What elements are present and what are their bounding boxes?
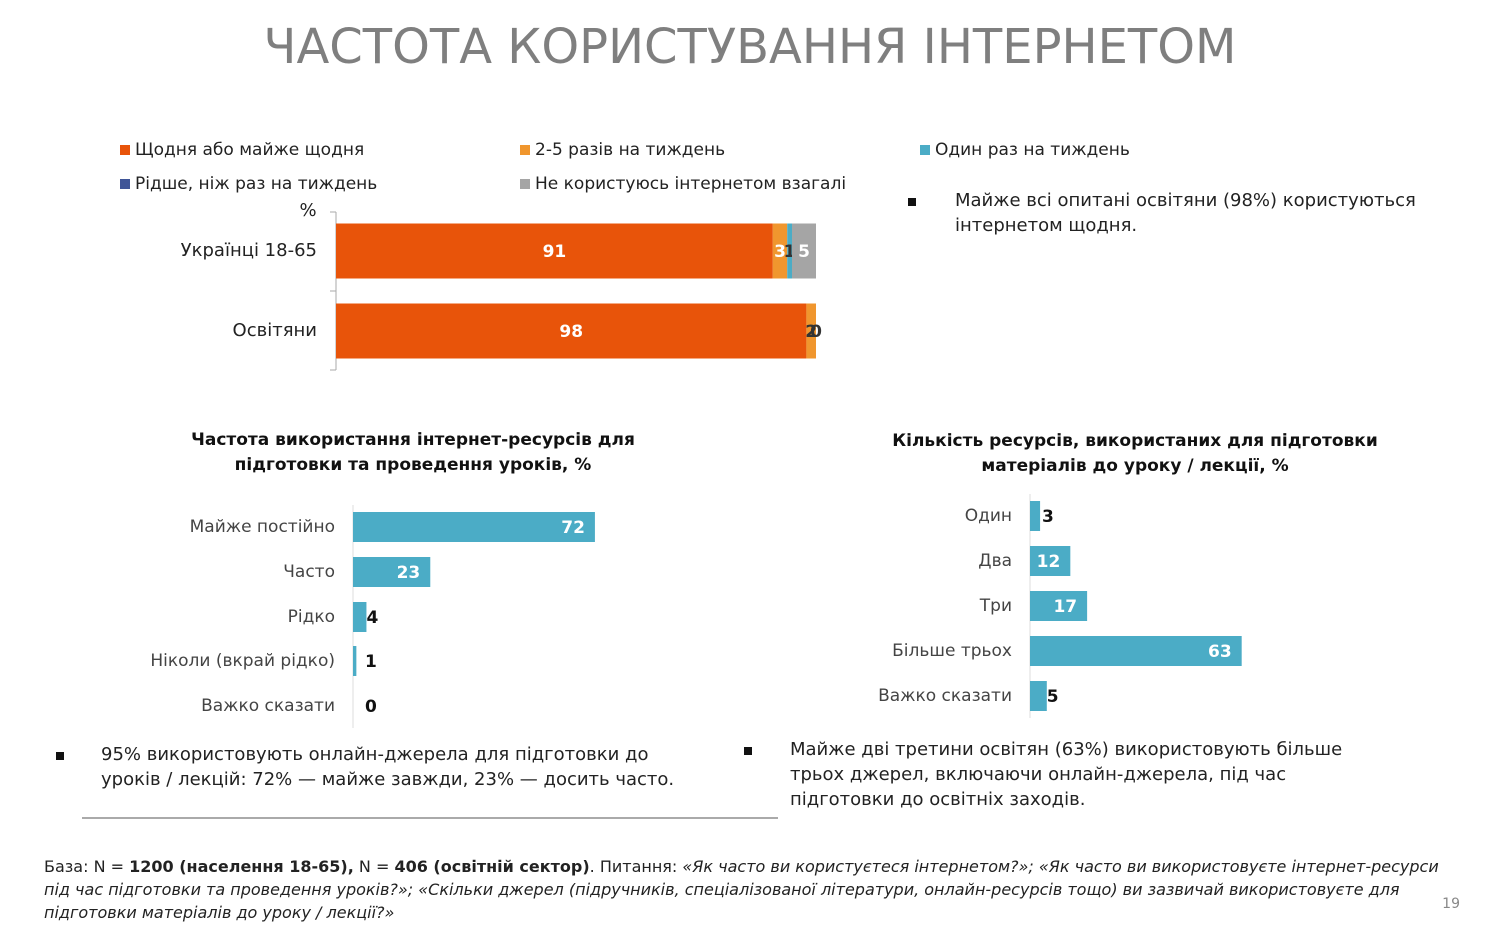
category-label: Важко сказати bbox=[878, 686, 1012, 706]
legend-swatch bbox=[120, 145, 130, 155]
data-label: 98 bbox=[559, 322, 583, 342]
bar-segment bbox=[336, 223, 773, 279]
footnote-text: База: N = bbox=[44, 857, 130, 876]
legend-label: Один раз на тиждень bbox=[935, 140, 1130, 160]
footnote-text: 1200 (населення 18-65), bbox=[129, 857, 354, 876]
bar bbox=[353, 602, 367, 632]
note: Майже всі опитані освітяни (98%) користу… bbox=[955, 190, 1416, 236]
category-label: Ніколи (вкрай рідко) bbox=[150, 651, 335, 671]
note: Майже дві третини освітян (63%) використ… bbox=[790, 739, 1343, 810]
data-label: 23 bbox=[397, 563, 421, 583]
category-label: Освітяни bbox=[233, 320, 317, 341]
category-label: Часто bbox=[283, 562, 335, 582]
bar bbox=[1030, 681, 1047, 711]
data-label: 17 bbox=[1053, 597, 1077, 617]
chart-title: Кількість ресурсів, використаних для під… bbox=[892, 431, 1377, 476]
data-label: 1 bbox=[784, 242, 796, 262]
bar-segment bbox=[792, 223, 816, 279]
category-label: Рідко bbox=[288, 607, 335, 627]
category-label: Більше трьох bbox=[892, 641, 1012, 661]
category-label: Два bbox=[978, 551, 1012, 571]
data-label: 3 bbox=[774, 242, 786, 262]
data-label: 12 bbox=[1037, 552, 1061, 572]
note: 95% використовують онлайн-джерела для пі… bbox=[101, 744, 675, 790]
category-label: Важко сказати bbox=[201, 696, 335, 716]
data-label: 0 bbox=[365, 697, 377, 717]
category-label: Один bbox=[965, 506, 1012, 526]
bullet bbox=[744, 747, 752, 755]
bar bbox=[353, 512, 595, 542]
bar-segment bbox=[806, 303, 816, 359]
bar-segment bbox=[336, 303, 807, 359]
legend-swatch bbox=[120, 179, 130, 189]
footnote-text: N = bbox=[353, 857, 395, 876]
legend-swatch bbox=[520, 179, 530, 189]
legend-label: Рідше, ніж раз на тиждень bbox=[135, 174, 377, 194]
footnote: База: N = 1200 (населення 18-65), N = 40… bbox=[44, 855, 1454, 924]
page-number: 19 bbox=[1442, 896, 1460, 912]
legend-swatch bbox=[520, 145, 530, 155]
data-label: 63 bbox=[1208, 642, 1232, 662]
category-label: Три bbox=[979, 596, 1012, 616]
category-label: Майже постійно bbox=[190, 517, 335, 537]
footnote-text: «Як часто ви користуєтеся інтернетом?»; … bbox=[44, 857, 1439, 922]
slide-title: ЧАСТОТА КОРИСТУВАННЯ ІНТЕРНЕТОМ bbox=[264, 19, 1237, 75]
category-label: Українці 18-65 bbox=[181, 240, 317, 261]
footnote-text: . Питання: bbox=[589, 857, 683, 876]
data-label: 5 bbox=[798, 242, 810, 262]
footnote-text: 406 (освітній сектор) bbox=[394, 857, 590, 876]
bullet bbox=[908, 198, 916, 206]
bar bbox=[1030, 546, 1071, 576]
data-label: 5 bbox=[1047, 687, 1059, 707]
legend-label: 2-5 разів на тиждень bbox=[535, 140, 725, 160]
data-label: 4 bbox=[366, 608, 378, 628]
bar-segment bbox=[772, 223, 788, 279]
bullet bbox=[56, 752, 64, 760]
data-label: 0 bbox=[810, 322, 822, 342]
data-label: 2 bbox=[805, 322, 817, 342]
bar bbox=[1030, 636, 1242, 666]
bar bbox=[353, 646, 357, 676]
data-label: 91 bbox=[543, 242, 567, 262]
legend-swatch bbox=[920, 145, 930, 155]
bar-segment bbox=[787, 223, 792, 279]
bar bbox=[1030, 501, 1041, 531]
legend-label: Щодня або майже щодня bbox=[135, 140, 364, 160]
bar bbox=[353, 557, 431, 587]
legend-label: Не користуюсь інтернетом взагалі bbox=[535, 174, 846, 194]
data-label: 1 bbox=[365, 652, 377, 672]
bar bbox=[1030, 591, 1088, 621]
chart-title: Частота використання інтернет-ресурсів д… bbox=[191, 430, 635, 475]
data-label: 72 bbox=[561, 518, 585, 538]
data-label: 3 bbox=[1042, 507, 1054, 527]
axis-label: % bbox=[299, 200, 316, 221]
